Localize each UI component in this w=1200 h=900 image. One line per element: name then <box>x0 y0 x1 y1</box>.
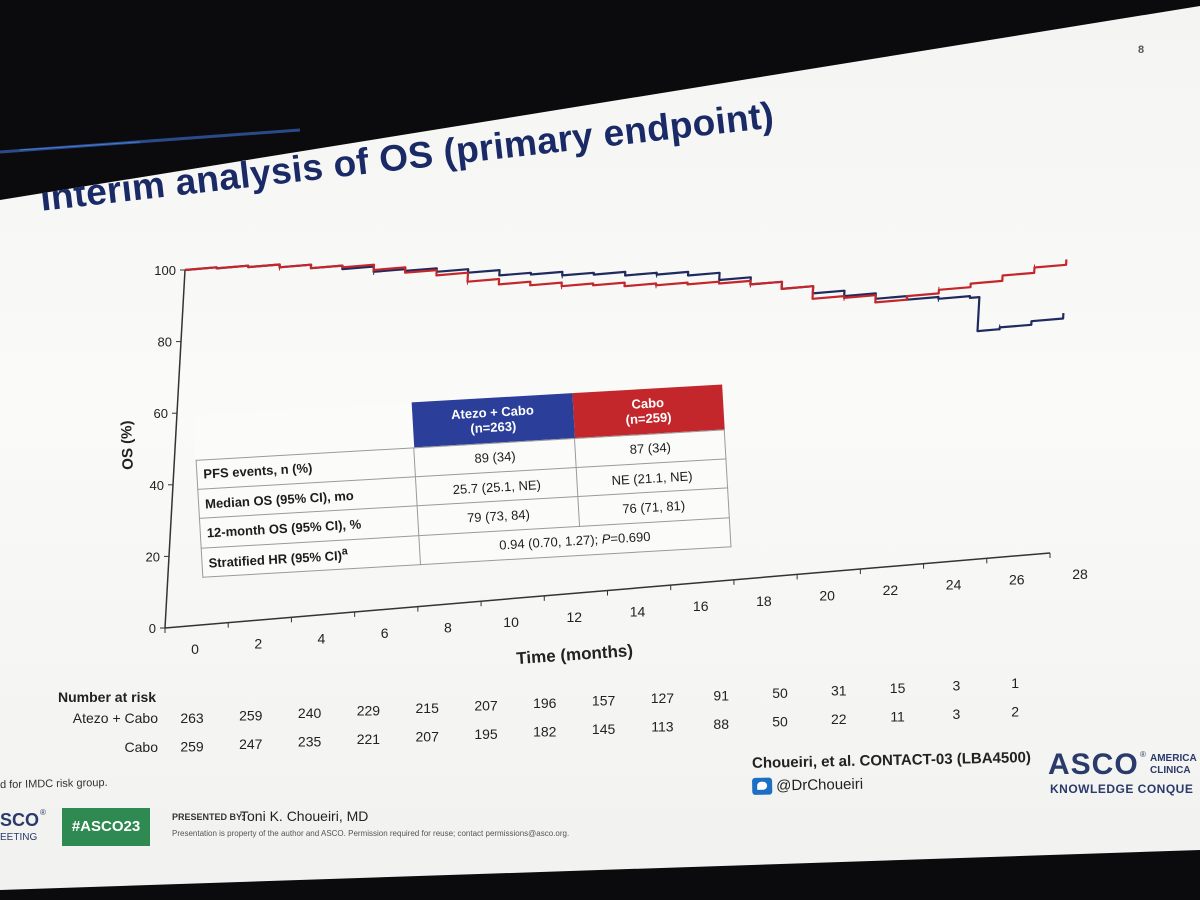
risk-value: 15 <box>890 680 906 696</box>
x-tick-label: 6 <box>381 625 389 641</box>
twitter-row: @DrChoueiri <box>752 776 863 796</box>
asco-logo-side-line1: AMERICA <box>1150 753 1197 764</box>
x-tick-label: 14 <box>630 604 646 620</box>
x-tick-label: 0 <box>191 641 199 657</box>
risk-value: 11 <box>890 708 905 724</box>
hr-label-sup: a <box>341 545 349 558</box>
asco-logo: ASCO <box>1048 748 1139 781</box>
risk-value: 207 <box>474 698 498 714</box>
x-tick-label: 10 <box>503 614 519 630</box>
presenter-name: Toni K. Choueiri, MD <box>240 808 369 824</box>
asco-logo-side-line2: CLINICA <box>1150 765 1191 776</box>
risk-value: 3 <box>953 678 961 694</box>
presented-by-label: PRESENTED BY: <box>172 812 245 822</box>
x-tick-label: 8 <box>444 620 452 636</box>
asco-annual-meeting-logo: SCO <box>0 810 40 830</box>
risk-value: 88 <box>713 716 729 732</box>
risk-row-label: Atezo + Cabo <box>73 710 158 726</box>
risk-value: 195 <box>474 726 498 742</box>
x-tick-label: 16 <box>693 598 709 614</box>
x-tick-label: 18 <box>756 593 772 609</box>
risk-table-title: Number at risk <box>58 689 156 705</box>
x-tick-label: 26 <box>1009 571 1025 587</box>
risk-value: 2 <box>1011 703 1019 719</box>
risk-row-label: Cabo <box>125 739 159 755</box>
y-tick-label: 20 <box>146 549 160 564</box>
x-tick-label: 28 <box>1072 566 1088 582</box>
risk-value: 221 <box>357 731 381 747</box>
risk-value: 127 <box>651 690 675 706</box>
risk-value: 1 <box>1011 675 1019 691</box>
twitter-icon <box>752 777 773 796</box>
risk-value: 31 <box>831 683 847 699</box>
footnote: d for IMDC risk group. <box>0 776 108 792</box>
x-axis-label: Time (months) <box>516 641 634 668</box>
risk-value: 229 <box>357 703 381 719</box>
risk-value: 259 <box>239 708 263 724</box>
x-tick-label: 4 <box>318 630 326 646</box>
km-curve-cabo <box>184 259 1068 304</box>
risk-value: 207 <box>416 728 440 744</box>
asco-reg-mark: ® <box>1140 750 1146 759</box>
meeting-label: EETING <box>0 832 38 843</box>
y-tick-label: 40 <box>150 478 164 493</box>
risk-value: 263 <box>180 710 204 726</box>
risk-value: 182 <box>533 723 557 739</box>
risk-value: 247 <box>239 736 263 752</box>
km-curve-atezo-cabo <box>184 263 1065 333</box>
hr-value-post: =0.690 <box>609 529 651 547</box>
risk-value: 145 <box>592 721 616 737</box>
x-tick-label: 20 <box>819 587 835 603</box>
twitter-handle: @DrChoueiri <box>776 775 864 795</box>
risk-value: 50 <box>772 685 788 701</box>
stage-lights <box>0 128 301 154</box>
disclaimer: Presentation is property of the author a… <box>172 829 570 838</box>
hr-label-text: Stratified HR (95% CI) <box>208 548 343 571</box>
risk-value: 240 <box>298 705 322 721</box>
hashtag-badge: #ASCO23 <box>62 808 150 846</box>
header-atezo-line2: (n=263) <box>470 418 517 437</box>
risk-value: 113 <box>651 718 674 734</box>
risk-value: 259 <box>180 738 204 754</box>
risk-value: 196 <box>533 695 557 711</box>
risk-value: 235 <box>298 733 322 749</box>
risk-value: 50 <box>772 713 788 729</box>
risk-value: 157 <box>592 693 616 709</box>
y-tick-label: 100 <box>154 263 176 278</box>
x-tick-label: 2 <box>254 636 262 652</box>
asco-tagline: KNOWLEDGE CONQUE <box>1050 782 1194 796</box>
x-tick-label: 24 <box>946 577 962 593</box>
y-tick-label: 0 <box>149 621 156 636</box>
x-tick-label: 22 <box>883 582 899 598</box>
y-tick-label: 80 <box>158 335 172 350</box>
asco-left-reg-mark: ® <box>40 808 46 817</box>
risk-value: 3 <box>953 706 961 722</box>
header-cabo-line2: (n=259) <box>625 409 672 428</box>
hr-value-pre: 0.94 (0.70, 1.27); <box>498 532 603 553</box>
risk-value: 22 <box>831 711 847 727</box>
y-axis-line <box>164 269 186 629</box>
y-axis-label: OS (%) <box>118 420 137 470</box>
page-number: 8 <box>1138 44 1145 56</box>
y-tick-label: 60 <box>154 406 168 421</box>
risk-value: 91 <box>713 688 729 704</box>
risk-value: 215 <box>416 700 440 716</box>
summary-table: Atezo + Cabo (n=263) Cabo (n=259) PFS ev… <box>193 384 732 578</box>
x-tick-label: 12 <box>566 609 582 625</box>
